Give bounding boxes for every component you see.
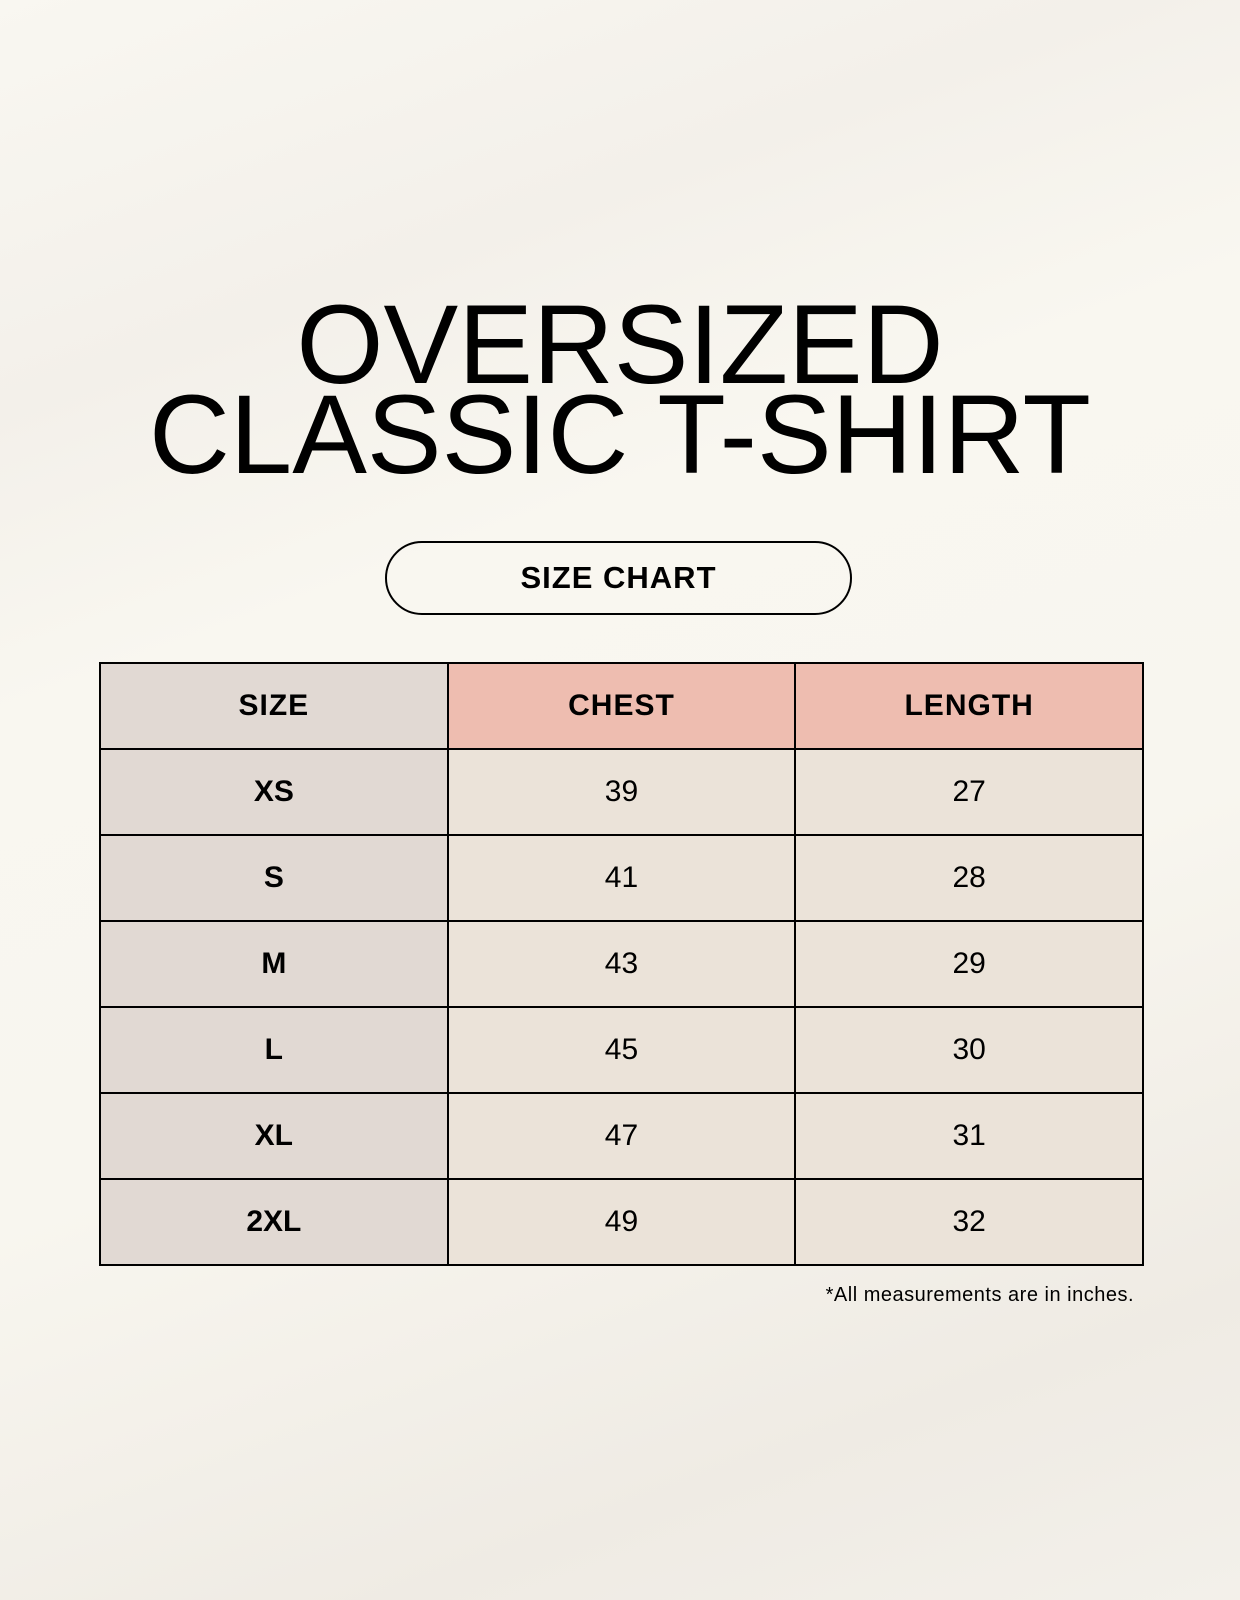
- cell-chest: 49: [446, 1178, 797, 1266]
- cell-chest: 45: [446, 1006, 797, 1094]
- cell-length: 29: [794, 920, 1144, 1008]
- table-row: M 43 29: [99, 920, 1144, 1008]
- table-row: XS 39 27: [99, 748, 1144, 836]
- cell-size: S: [99, 834, 449, 922]
- cell-size: L: [99, 1006, 449, 1094]
- footnote: *All measurements are in inches.: [825, 1284, 1134, 1306]
- cell-chest: 43: [446, 920, 797, 1008]
- cell-length: 27: [794, 748, 1144, 836]
- cell-length: 28: [794, 834, 1144, 922]
- cell-size: 2XL: [99, 1178, 449, 1266]
- cell-size: XL: [99, 1092, 449, 1180]
- cell-length: 31: [794, 1092, 1144, 1180]
- table-row: XL 47 31: [99, 1092, 1144, 1180]
- size-chart-badge: SIZE CHART: [385, 541, 852, 615]
- table-row: S 41 28: [99, 834, 1144, 922]
- title-line-2: CLASSIC T-SHIRT: [149, 372, 1091, 497]
- header-chest: CHEST: [446, 662, 797, 750]
- page-title: OVERSIZED CLASSIC T-SHIRT: [0, 282, 1240, 497]
- header-size: SIZE: [99, 662, 449, 750]
- header-length: LENGTH: [794, 662, 1144, 750]
- cell-chest: 39: [446, 748, 797, 836]
- cell-length: 30: [794, 1006, 1144, 1094]
- table-row: L 45 30: [99, 1006, 1144, 1094]
- table-header-row: SIZE CHEST LENGTH: [99, 662, 1144, 750]
- size-table: SIZE CHEST LENGTH XS 39 27 S 41 28 M 43 29 L 45 30 X…: [99, 662, 1144, 1266]
- cell-chest: 47: [446, 1092, 797, 1180]
- table-row: 2XL 49 32: [99, 1178, 1144, 1266]
- cell-chest: 41: [446, 834, 797, 922]
- title-line-1: OVERSIZED: [296, 282, 944, 407]
- cell-size: XS: [99, 748, 449, 836]
- cell-length: 32: [794, 1178, 1144, 1266]
- cell-size: M: [99, 920, 449, 1008]
